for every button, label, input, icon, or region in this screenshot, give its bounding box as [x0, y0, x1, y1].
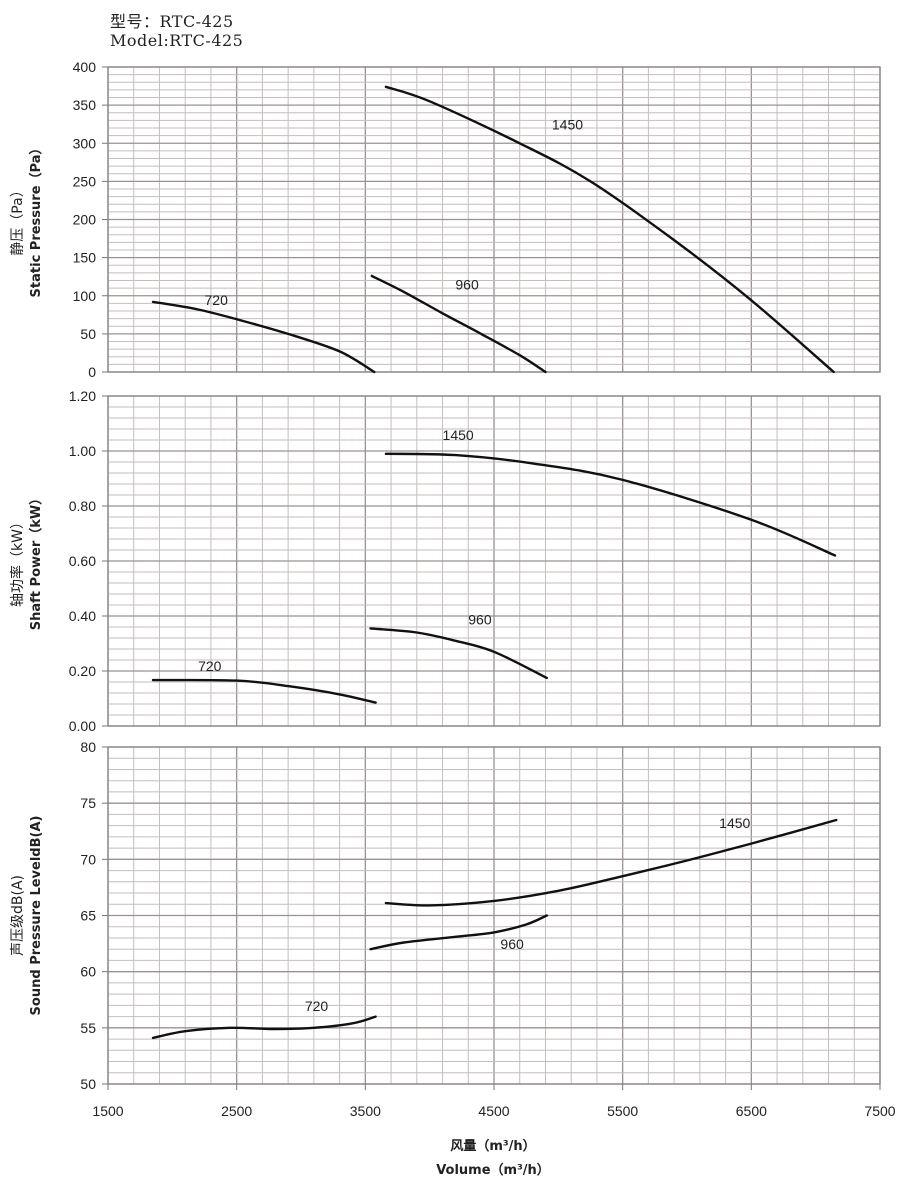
plot-frame [107, 66, 881, 373]
y-tick-label: 0.20 [69, 663, 96, 679]
y-axis-label-cn: 轴功率（kW） [9, 515, 26, 607]
y-tick-label: 1.00 [69, 443, 96, 459]
x-tick-label: 2500 [221, 1103, 252, 1119]
y-axis-label-cn: 静压（Pa） [10, 183, 26, 255]
curve-label-960: 960 [455, 277, 479, 293]
curve-sound-level-960 [369, 914, 548, 951]
curve-static-pressure-720 [151, 300, 376, 374]
y-tick-label: 75 [80, 795, 96, 811]
x-tick-label: 1500 [92, 1103, 123, 1119]
static-pressure-panel: 0 50 100 150 200 250 300 350 400 静压（Pa） Static Pre… [10, 59, 881, 380]
y-tick-label: 1.20 [69, 388, 96, 404]
y-tick-label: 0.40 [69, 608, 96, 624]
curve-sound-level-720 [151, 1015, 377, 1040]
y-tick-label: 80 [80, 739, 96, 755]
curve-label-1450: 1450 [552, 117, 583, 133]
y-tick-label: 60 [80, 964, 96, 980]
y-tick-label: 55 [80, 1020, 96, 1036]
plot-frame [107, 395, 881, 727]
x-axis-label-en: Volume（m³/h） [436, 1162, 550, 1178]
x-tick-label: 5500 [607, 1103, 638, 1119]
curve-shaft-power-1450 [384, 452, 837, 557]
y-axis-label-en: Sound Pressure LeveldB(A) [29, 816, 44, 1016]
x-axis-label-cn: 风量（m³/h） [450, 1138, 535, 1154]
curve-shaft-power-720 [151, 678, 377, 704]
curve-shaft-power-960 [369, 627, 548, 680]
x-tick-label: 3500 [350, 1103, 381, 1119]
y-tick-label: 70 [80, 851, 96, 867]
curve-label-720: 720 [205, 292, 229, 308]
x-tick-label: 6500 [736, 1103, 767, 1119]
curve-sound-level-1450 [384, 818, 838, 907]
y-tick-label: 150 [73, 250, 97, 266]
x-tick-label: 4500 [478, 1103, 509, 1119]
y-axis-label-en: Shaft Power（kW） [28, 492, 44, 630]
model-title-en: Model:RTC-425 [110, 31, 244, 50]
curve-static-pressure-1450 [384, 85, 835, 374]
y-tick-label: 0.80 [69, 498, 96, 514]
y-axis-label-cn: 声压级dB(A) [10, 875, 26, 956]
x-tick-label: 7500 [864, 1103, 895, 1119]
y-tick-label: 400 [73, 59, 97, 75]
curve-label-1450: 1450 [443, 427, 474, 443]
y-tick-label: 0 [88, 364, 96, 380]
y-tick-label: 0.00 [69, 718, 96, 734]
curve-label-960: 960 [468, 611, 492, 627]
sound-level-panel: 50 55 60 65 70 75 80 声压级dB(A) Sound Pressure Lev… [10, 739, 881, 1092]
shaft-power-panel: 0.00 0.20 0.40 0.60 0.80 1.00 1.20 轴功率（kW） Shaft… [9, 388, 881, 734]
y-tick-label: 65 [80, 908, 96, 924]
y-tick-label: 100 [73, 288, 97, 304]
y-tick-label: 50 [80, 326, 96, 342]
y-tick-label: 350 [73, 97, 97, 113]
model-title-cn: 型号：RTC-425 [110, 12, 234, 31]
curve-label-1450: 1450 [719, 815, 750, 831]
y-tick-label: 200 [73, 212, 97, 228]
y-tick-label: 250 [73, 173, 97, 189]
curve-label-720: 720 [198, 658, 222, 674]
y-tick-label: 0.60 [69, 553, 96, 569]
y-tick-label: 50 [80, 1076, 96, 1092]
curve-static-pressure-960 [370, 274, 547, 374]
curve-label-720: 720 [305, 998, 329, 1014]
curve-label-960: 960 [500, 936, 524, 952]
y-axis-label-en: Static Pressure（Pa） [28, 142, 44, 298]
y-tick-label: 300 [73, 135, 97, 151]
